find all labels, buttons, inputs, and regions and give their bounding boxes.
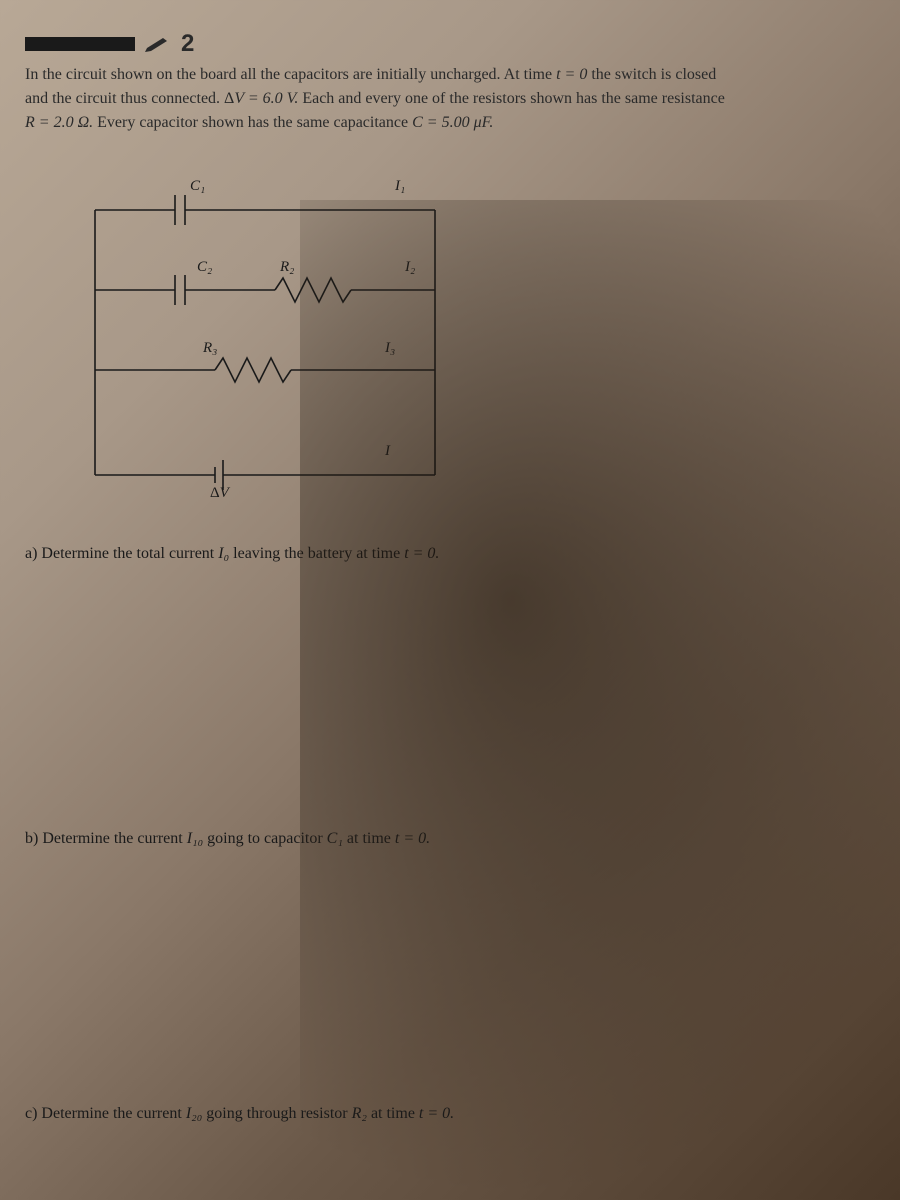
qb-mid2: at time [343, 830, 395, 847]
pencil-icon [145, 34, 171, 54]
qa-i0: I₀ [218, 545, 229, 562]
text-1: In the circuit shown on the board all th… [25, 66, 556, 83]
qc-prefix: c) Determine the current [25, 1105, 186, 1122]
v-eq: V = 6.0 V. [234, 90, 298, 107]
label-r2: R₂ [280, 259, 294, 276]
question-b: b) Determine the current I₁₀ going to ca… [25, 830, 875, 848]
qa-t: t = 0. [404, 545, 439, 562]
problem-number-row: 2 [25, 30, 875, 58]
t-eq-0: t = 0 [556, 66, 587, 83]
problem-header: 2 In the circuit shown on the board all … [25, 30, 875, 135]
text-1b: the switch is closed [587, 66, 716, 83]
qb-mid: going to capacitor [203, 830, 327, 847]
qb-i10: I₁₀ [187, 830, 203, 847]
label-deltav: ΔV [210, 485, 229, 502]
handwritten-number: 2 [181, 30, 194, 58]
qa-prefix: a) Determine the total current [25, 545, 218, 562]
circuit-diagram: C₁ I₁ C₂ R₂ I₂ R₃ I₃ I ΔV [85, 175, 445, 505]
label-c2: C₂ [197, 259, 212, 276]
r-eq: R = 2.0 Ω. [25, 114, 93, 131]
label-i1: I₁ [395, 178, 405, 195]
qc-mid2: at time [367, 1105, 419, 1122]
text-3b: Every capacitor shown has the same capac… [93, 114, 412, 131]
label-i: I [385, 443, 390, 460]
qa-mid: leaving the battery at time [229, 545, 404, 562]
qb-t: t = 0. [395, 830, 430, 847]
qc-t: t = 0. [419, 1105, 454, 1122]
qc-r2: R₂ [352, 1105, 367, 1122]
label-i2: I₂ [405, 259, 415, 276]
qc-i20: I₂₀ [186, 1105, 202, 1122]
qb-prefix: b) Determine the current [25, 830, 187, 847]
qc-mid: going through resistor [202, 1105, 351, 1122]
label-v: V [220, 485, 229, 501]
question-a: a) Determine the total current I₀ leavin… [25, 545, 875, 563]
label-r3: R₃ [203, 340, 217, 357]
c-eq: C = 5.00 μF. [412, 114, 493, 131]
question-c: c) Determine the current I₂₀ going throu… [25, 1105, 875, 1123]
text-2: and the circuit thus connected. Δ [25, 90, 234, 107]
qb-c1: C₁ [327, 830, 343, 847]
label-c1: C₁ [190, 178, 205, 195]
struck-label [25, 37, 135, 51]
text-2b: Each and every one of the resistors show… [298, 90, 725, 107]
problem-statement: In the circuit shown on the board all th… [25, 63, 875, 135]
label-i3: I₃ [385, 340, 395, 357]
